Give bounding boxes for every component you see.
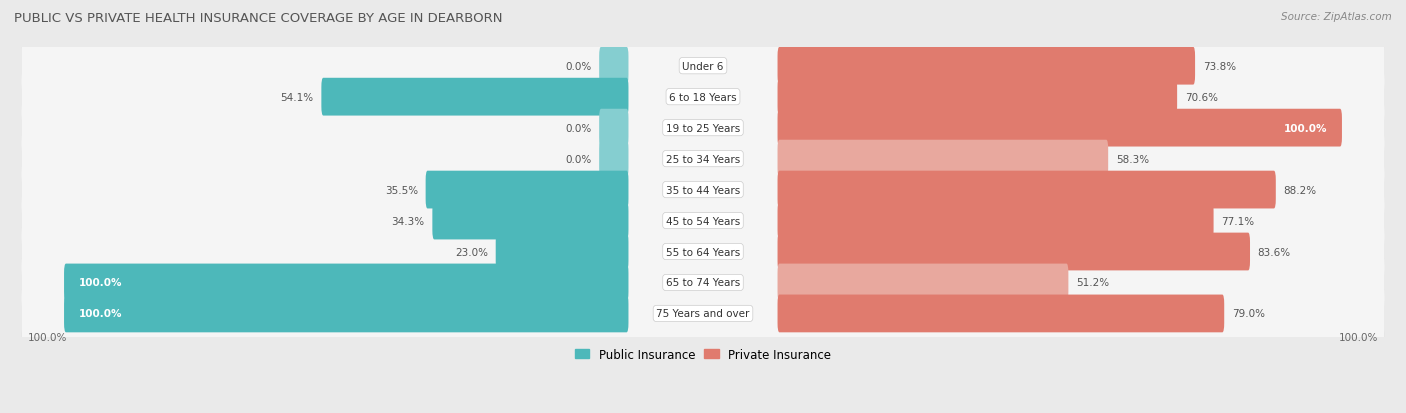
FancyBboxPatch shape bbox=[21, 161, 1385, 219]
Legend: Public Insurance, Private Insurance: Public Insurance, Private Insurance bbox=[571, 343, 835, 366]
FancyBboxPatch shape bbox=[21, 254, 1385, 312]
FancyBboxPatch shape bbox=[21, 253, 1385, 313]
FancyBboxPatch shape bbox=[778, 264, 1069, 301]
Text: 0.0%: 0.0% bbox=[565, 123, 592, 133]
Text: 23.0%: 23.0% bbox=[456, 247, 488, 257]
FancyBboxPatch shape bbox=[21, 191, 1385, 251]
Text: 88.2%: 88.2% bbox=[1284, 185, 1316, 195]
Text: 19 to 25 Years: 19 to 25 Years bbox=[666, 123, 740, 133]
FancyBboxPatch shape bbox=[21, 192, 1385, 250]
FancyBboxPatch shape bbox=[21, 68, 1385, 127]
FancyBboxPatch shape bbox=[21, 223, 1385, 281]
Text: 51.2%: 51.2% bbox=[1076, 278, 1109, 288]
FancyBboxPatch shape bbox=[778, 78, 1177, 116]
Text: 73.8%: 73.8% bbox=[1202, 62, 1236, 71]
FancyBboxPatch shape bbox=[778, 47, 1195, 85]
FancyBboxPatch shape bbox=[426, 171, 628, 209]
Text: 34.3%: 34.3% bbox=[392, 216, 425, 226]
FancyBboxPatch shape bbox=[65, 295, 628, 332]
FancyBboxPatch shape bbox=[496, 233, 628, 271]
Text: 83.6%: 83.6% bbox=[1257, 247, 1291, 257]
Text: Under 6: Under 6 bbox=[682, 62, 724, 71]
FancyBboxPatch shape bbox=[599, 109, 628, 147]
Text: 65 to 74 Years: 65 to 74 Years bbox=[666, 278, 740, 288]
Text: 6 to 18 Years: 6 to 18 Years bbox=[669, 93, 737, 102]
Text: 77.1%: 77.1% bbox=[1222, 216, 1254, 226]
FancyBboxPatch shape bbox=[21, 222, 1385, 282]
FancyBboxPatch shape bbox=[21, 99, 1385, 157]
Text: 70.6%: 70.6% bbox=[1185, 93, 1218, 102]
Text: 35 to 44 Years: 35 to 44 Years bbox=[666, 185, 740, 195]
FancyBboxPatch shape bbox=[322, 78, 628, 116]
Text: PUBLIC VS PRIVATE HEALTH INSURANCE COVERAGE BY AGE IN DEARBORN: PUBLIC VS PRIVATE HEALTH INSURANCE COVER… bbox=[14, 12, 502, 25]
Text: 0.0%: 0.0% bbox=[565, 154, 592, 164]
FancyBboxPatch shape bbox=[21, 161, 1385, 220]
FancyBboxPatch shape bbox=[21, 130, 1385, 188]
FancyBboxPatch shape bbox=[778, 233, 1250, 271]
Text: 100.0%: 100.0% bbox=[79, 278, 122, 288]
Text: 35.5%: 35.5% bbox=[385, 185, 418, 195]
FancyBboxPatch shape bbox=[21, 284, 1385, 343]
FancyBboxPatch shape bbox=[65, 264, 628, 301]
Text: 25 to 34 Years: 25 to 34 Years bbox=[666, 154, 740, 164]
FancyBboxPatch shape bbox=[778, 295, 1225, 332]
Text: Source: ZipAtlas.com: Source: ZipAtlas.com bbox=[1281, 12, 1392, 22]
FancyBboxPatch shape bbox=[21, 69, 1385, 126]
Text: 75 Years and over: 75 Years and over bbox=[657, 309, 749, 319]
FancyBboxPatch shape bbox=[778, 109, 1341, 147]
Text: 100.0%: 100.0% bbox=[1339, 332, 1378, 342]
Text: 55 to 64 Years: 55 to 64 Years bbox=[666, 247, 740, 257]
Text: 100.0%: 100.0% bbox=[28, 332, 67, 342]
FancyBboxPatch shape bbox=[21, 285, 1385, 343]
FancyBboxPatch shape bbox=[778, 140, 1108, 178]
FancyBboxPatch shape bbox=[778, 202, 1213, 240]
Text: 54.1%: 54.1% bbox=[281, 93, 314, 102]
Text: 100.0%: 100.0% bbox=[1284, 123, 1327, 133]
FancyBboxPatch shape bbox=[21, 37, 1385, 96]
Text: 58.3%: 58.3% bbox=[1116, 154, 1149, 164]
FancyBboxPatch shape bbox=[778, 171, 1275, 209]
Text: 0.0%: 0.0% bbox=[565, 62, 592, 71]
Text: 100.0%: 100.0% bbox=[79, 309, 122, 319]
FancyBboxPatch shape bbox=[21, 38, 1385, 95]
FancyBboxPatch shape bbox=[21, 99, 1385, 158]
FancyBboxPatch shape bbox=[433, 202, 628, 240]
FancyBboxPatch shape bbox=[21, 130, 1385, 189]
FancyBboxPatch shape bbox=[599, 140, 628, 178]
FancyBboxPatch shape bbox=[599, 47, 628, 85]
Text: 79.0%: 79.0% bbox=[1232, 309, 1265, 319]
Text: 45 to 54 Years: 45 to 54 Years bbox=[666, 216, 740, 226]
